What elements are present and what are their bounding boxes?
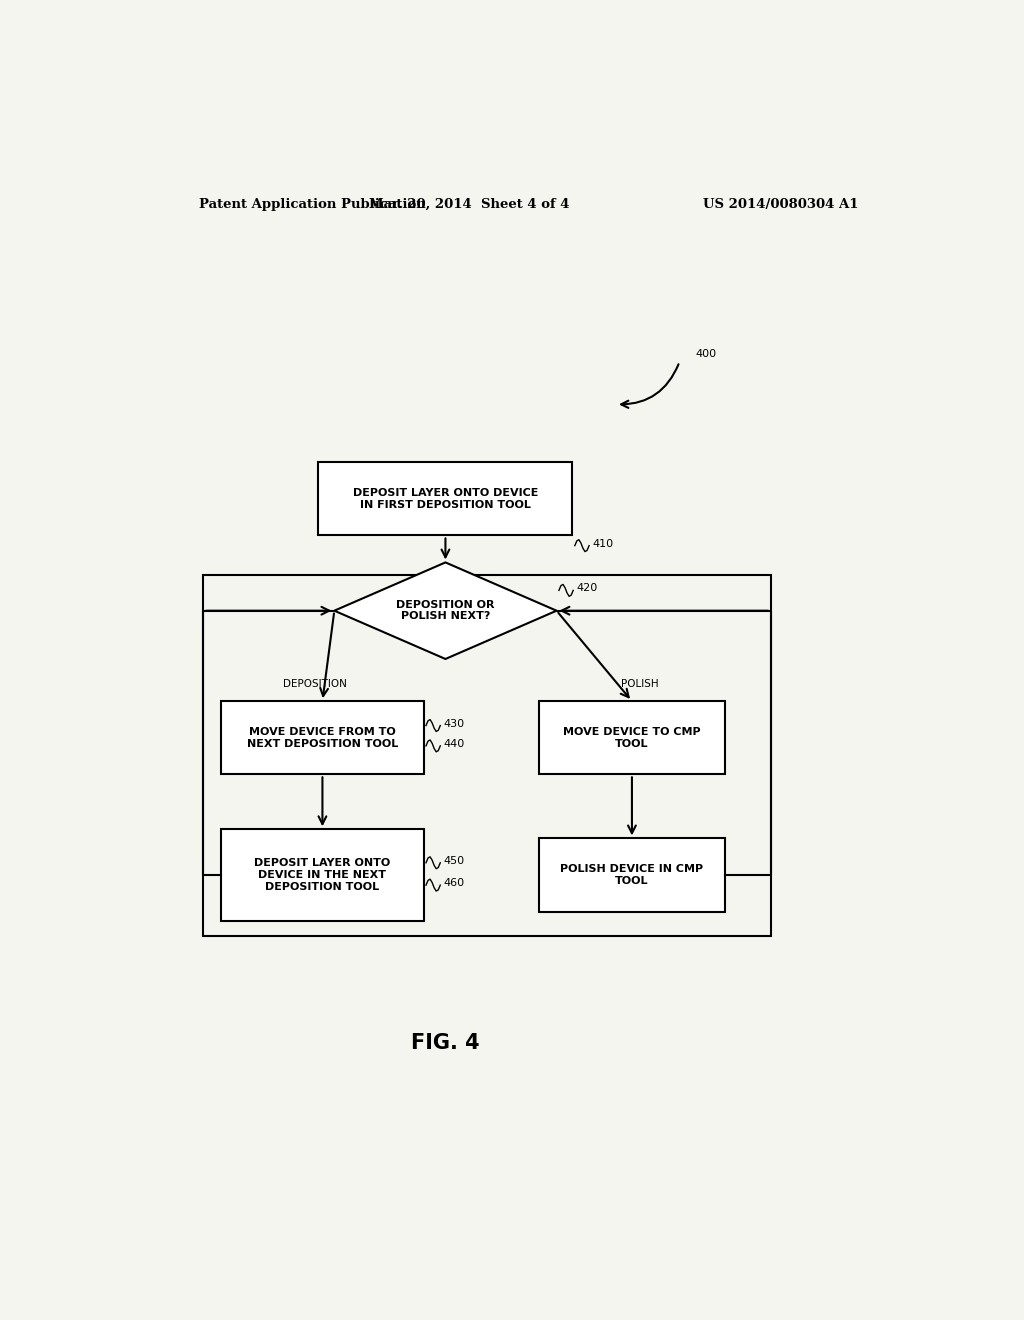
Text: 400: 400 — [695, 348, 717, 359]
Text: FIG. 4: FIG. 4 — [411, 1032, 480, 1052]
Text: MOVE DEVICE TO CMP
TOOL: MOVE DEVICE TO CMP TOOL — [563, 727, 700, 748]
FancyBboxPatch shape — [221, 701, 424, 775]
Text: 410: 410 — [592, 539, 613, 549]
Text: DEPOSIT LAYER ONTO
DEVICE IN THE NEXT
DEPOSITION TOOL: DEPOSIT LAYER ONTO DEVICE IN THE NEXT DE… — [254, 858, 390, 891]
Text: DEPOSITION: DEPOSITION — [283, 680, 346, 689]
Text: US 2014/0080304 A1: US 2014/0080304 A1 — [702, 198, 858, 211]
Text: POLISH: POLISH — [622, 680, 658, 689]
FancyBboxPatch shape — [318, 462, 572, 536]
FancyBboxPatch shape — [539, 838, 725, 912]
Text: MOVE DEVICE FROM TO
NEXT DEPOSITION TOOL: MOVE DEVICE FROM TO NEXT DEPOSITION TOOL — [247, 727, 398, 748]
FancyBboxPatch shape — [539, 701, 725, 775]
Text: 430: 430 — [443, 718, 465, 729]
Text: POLISH DEVICE IN CMP
TOOL: POLISH DEVICE IN CMP TOOL — [560, 865, 703, 886]
FancyBboxPatch shape — [221, 829, 424, 921]
Text: DEPOSITION OR
POLISH NEXT?: DEPOSITION OR POLISH NEXT? — [396, 599, 495, 622]
Polygon shape — [334, 562, 557, 659]
Text: DEPOSIT LAYER ONTO DEVICE
IN FIRST DEPOSITION TOOL: DEPOSIT LAYER ONTO DEVICE IN FIRST DEPOS… — [352, 488, 539, 510]
Text: Patent Application Publication: Patent Application Publication — [200, 198, 426, 211]
Text: 420: 420 — [577, 583, 598, 593]
Text: 440: 440 — [443, 739, 465, 748]
Text: Mar. 20, 2014  Sheet 4 of 4: Mar. 20, 2014 Sheet 4 of 4 — [369, 198, 569, 211]
Text: 460: 460 — [443, 878, 465, 888]
Text: 450: 450 — [443, 855, 465, 866]
